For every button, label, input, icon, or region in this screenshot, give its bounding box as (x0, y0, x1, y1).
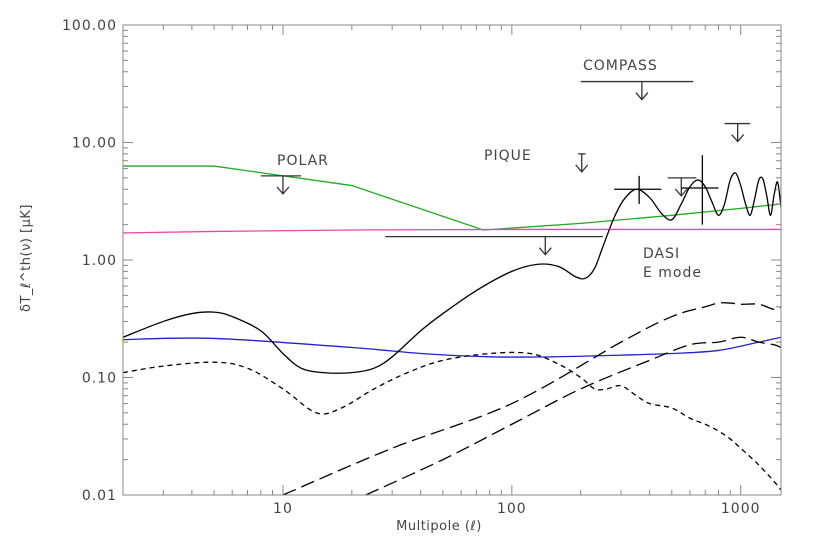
series-line-magenta-1 (123, 228, 781, 234)
series-line-black-5 (282, 302, 781, 495)
upper-limit-arrow-head-4 (674, 188, 688, 197)
upper-limit-arrow-head-5 (731, 134, 745, 143)
annotation-polar: POLAR (277, 153, 329, 169)
y-tick-label: 100.00 (62, 18, 117, 34)
upper-limit-arrow-head-2 (635, 92, 649, 101)
annotation-compass: COMPASS (583, 58, 658, 74)
upper-limit-arrow-head-3 (538, 247, 552, 256)
upper-limits-layer (260, 80, 751, 256)
y-tick-label: 10.00 (72, 136, 117, 152)
upper-limit-arrow-head-0 (276, 186, 290, 195)
series-line-green-0 (123, 165, 781, 231)
ticks-layer: 10 100 1000 0.01 0.10 1.00 10.00 100.00 (62, 18, 781, 517)
y-tick-label: 0.10 (82, 371, 117, 387)
x-axis-title: Multipole (ℓ) (396, 519, 482, 534)
series-line-black-3 (123, 172, 781, 374)
annotation-pique: PIQUE (484, 148, 532, 164)
x-tick-label: 1000 (721, 501, 761, 517)
annotation-e-mode: E mode (643, 265, 702, 281)
curves-layer (123, 165, 781, 495)
annotation-dasi: DASI (643, 246, 680, 262)
series-line-blue-2 (123, 336, 781, 358)
x-tick-label: 100 (497, 501, 527, 517)
y-axis-title: δT_ℓ^th(ν) [μK] (19, 204, 34, 312)
upper-limit-arrow-head-1 (575, 164, 589, 173)
x-tick-label: 10 (273, 501, 293, 517)
y-tick-label: 1.00 (82, 253, 117, 269)
error-bars-layer (614, 155, 719, 225)
series-line-black-4 (123, 351, 781, 491)
axes-frame (122, 24, 782, 496)
plot-frame (122, 24, 782, 496)
y-tick-label: 0.01 (82, 488, 117, 504)
series-line-black-6 (365, 336, 781, 495)
